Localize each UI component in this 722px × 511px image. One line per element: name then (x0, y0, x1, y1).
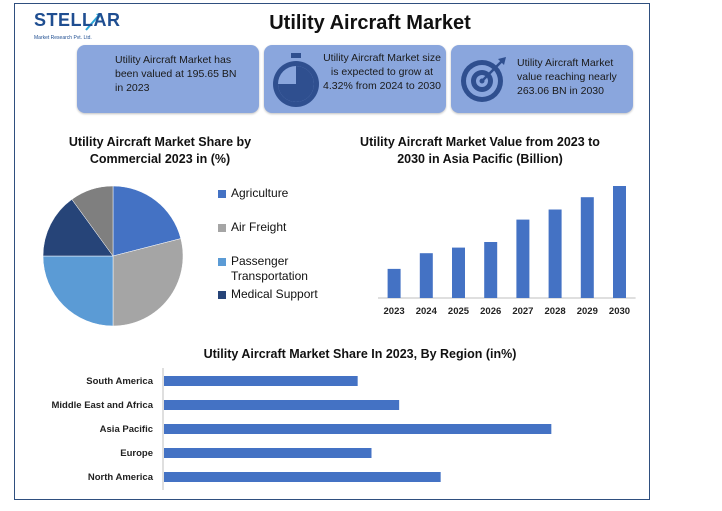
region-bar (164, 424, 552, 434)
y-tick-label: North America (88, 472, 154, 483)
x-tick-label: 2025 (448, 306, 470, 317)
stellar-logo: STELLAR Market Research Pvt. Ltd. (30, 8, 120, 42)
pie-slice (71, 185, 114, 257)
legend-item-air-freight: Air Freight (218, 220, 328, 235)
legend-label: Medical Support (231, 287, 318, 301)
x-tick-label: 2029 (577, 306, 598, 317)
horizontal-bar-chart: South America Middle East and Africa Asia … (51, 368, 552, 490)
x-tick-label: 2023 (384, 306, 405, 317)
legend-label: Passenger Transportation (231, 254, 308, 283)
stat-card-market-value: Utility Aircraft Market has been valued … (77, 45, 259, 113)
column-bar (387, 268, 401, 298)
region-bar (164, 472, 441, 482)
stat-text: Utility Aircraft Market size is expected… (323, 52, 441, 92)
region-bar (164, 448, 372, 458)
pie-slice (112, 238, 184, 327)
x-tick-label: 2026 (480, 306, 501, 317)
column-chart: 2023 2024 2025 2026 2027 2028 2029 2030 (378, 186, 636, 317)
pie-slice (42, 199, 114, 257)
pie-slice (42, 255, 114, 327)
logo-tagline: Market Research Pvt. Ltd. (34, 35, 92, 41)
pie-legend: Agriculture Air Freight Passenger Transp… (218, 186, 328, 302)
bar-chart-title: Utility Aircraft Market Share In 2023, B… (203, 347, 517, 361)
pie-chart (42, 185, 184, 327)
logo-wordmark: STELLAR (34, 10, 121, 30)
legend-item-agriculture: Agriculture (218, 186, 328, 201)
legend-swatch (218, 190, 226, 198)
legend-swatch (218, 224, 226, 232)
column-bar (580, 197, 594, 298)
column-bar (452, 247, 465, 298)
x-tick-label: 2024 (416, 306, 438, 317)
region-bar (164, 376, 358, 386)
page-title: Utility Aircraft Market (269, 12, 471, 34)
y-tick-label: Europe (120, 448, 153, 459)
x-tick-label: 2030 (609, 306, 630, 317)
column-bar (516, 219, 530, 298)
column-bar (484, 242, 498, 298)
column-bar (613, 186, 626, 298)
legend-item-medical: Medical Support (218, 287, 328, 302)
region-bar (164, 400, 400, 410)
stat-text: Utility Aircraft Market has been valued … (115, 54, 237, 94)
legend-label: Air Freight (231, 220, 287, 234)
stopwatch-icon (273, 53, 319, 107)
infographic-frame (14, 3, 650, 500)
y-tick-label: Middle East and Africa (51, 400, 153, 411)
pie-chart-title: Utility Aircraft Market Share by Commerc… (68, 135, 252, 166)
x-tick-label: 2027 (512, 306, 533, 317)
column-chart-title: Utility Aircraft Market Value from 2023 … (360, 135, 600, 166)
stat-card-forecast: Utility Aircraft Market value reaching n… (451, 45, 633, 113)
stat-card-growth: Utility Aircraft Market size is expected… (264, 45, 446, 113)
legend-swatch (218, 258, 226, 266)
column-bar (419, 253, 433, 298)
stat-text: Utility Aircraft Market value reaching n… (517, 57, 617, 97)
legend-swatch (218, 291, 226, 299)
y-tick-label: Asia Pacific (100, 424, 153, 435)
y-tick-label: South America (86, 376, 153, 387)
legend-item-passenger: Passenger Transportation (218, 254, 328, 284)
target-icon (461, 57, 506, 102)
legend-label: Agriculture (231, 186, 289, 200)
pie-slice (112, 185, 182, 257)
logo-arrow-icon (85, 13, 101, 31)
column-bar (548, 209, 562, 298)
x-tick-label: 2028 (545, 306, 566, 317)
